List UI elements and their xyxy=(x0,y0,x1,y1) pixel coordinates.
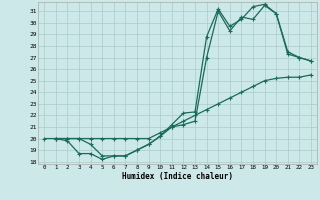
X-axis label: Humidex (Indice chaleur): Humidex (Indice chaleur) xyxy=(122,172,233,181)
